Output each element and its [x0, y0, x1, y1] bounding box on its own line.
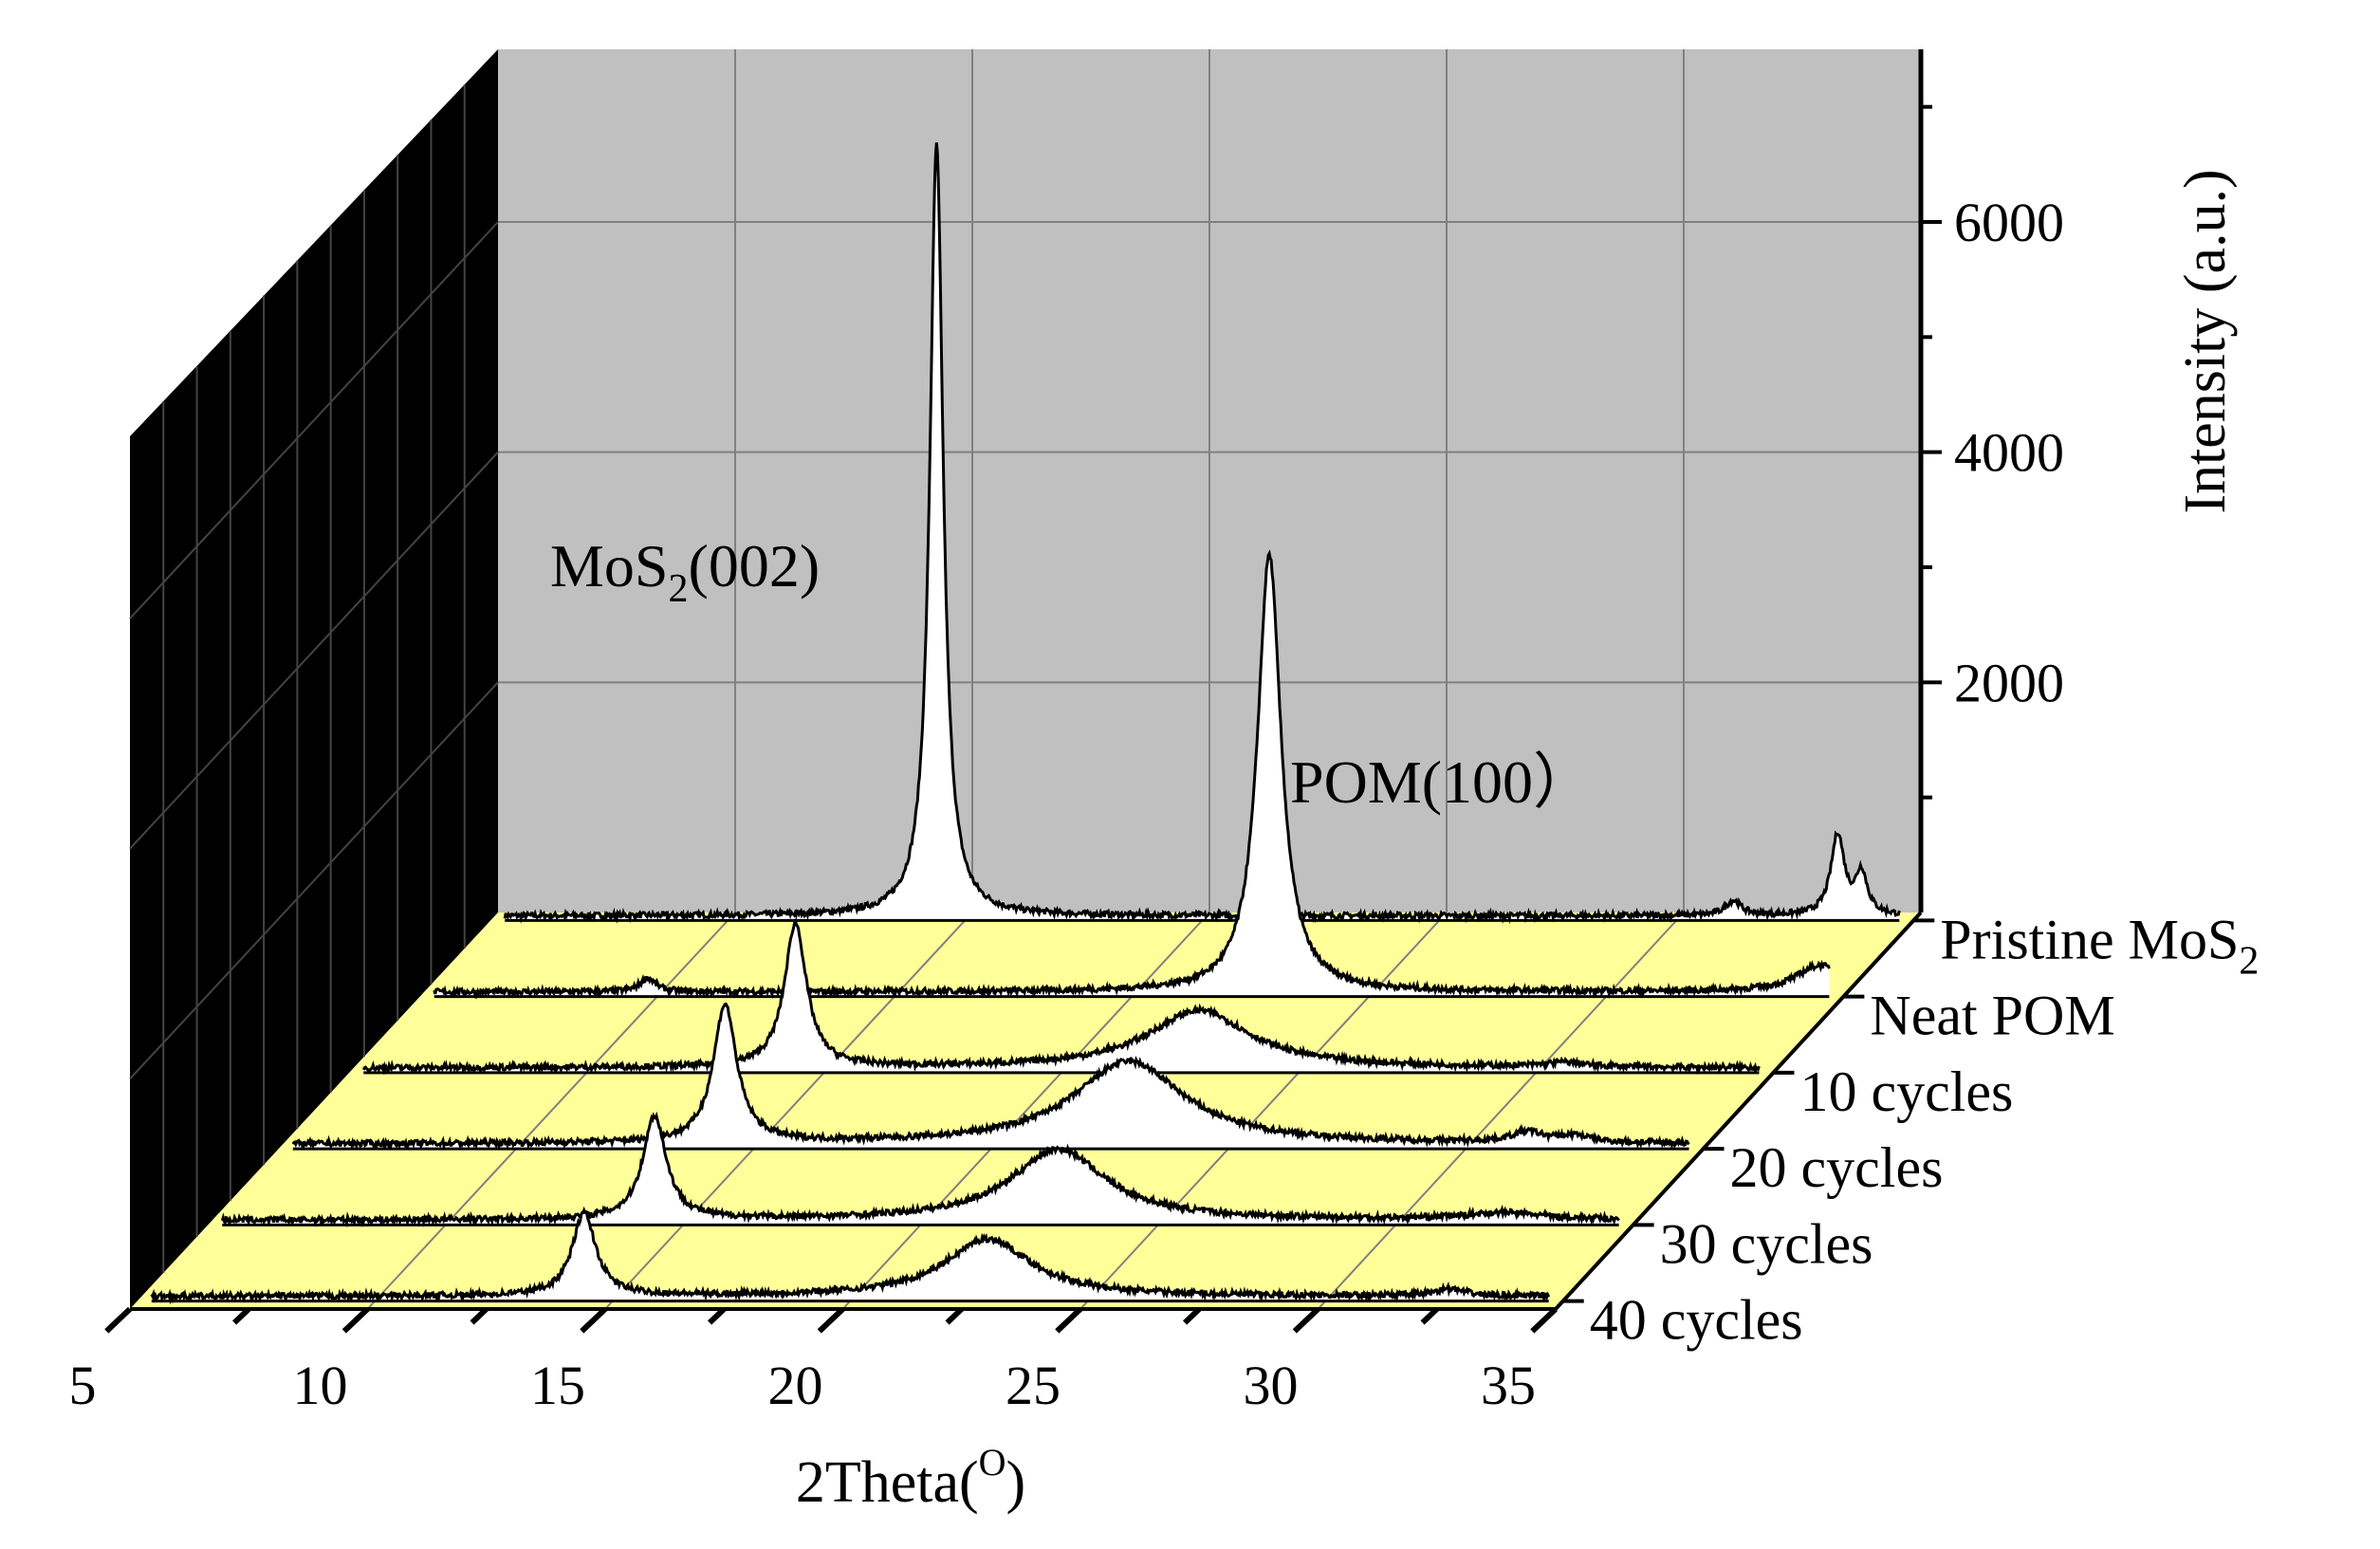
x-tick-major — [1530, 1306, 1559, 1334]
y-tick-label: 6000 — [1954, 192, 2064, 253]
x-tick-label: 25 — [1006, 1355, 1061, 1416]
x-tick-major — [341, 1306, 370, 1334]
series-label: Neat POM — [1870, 985, 2114, 1047]
grid-lines — [129, 49, 1921, 1310]
y-tick-label: 4000 — [1954, 422, 2064, 484]
floor-grid-line — [1317, 912, 1685, 1310]
x-tick-major — [1292, 1306, 1320, 1334]
annotation-mos2-002: MoS2(002) — [550, 532, 820, 611]
series-line-neat-pom — [433, 549, 1831, 1000]
series-line-40-cycles — [150, 1206, 1551, 1305]
depth-axis-line — [1554, 911, 1923, 1311]
floor-grid-line — [1079, 912, 1448, 1310]
annotation-pom-100: POM(100） — [1290, 748, 1594, 816]
y-axis-title: Intensity (a.u.) — [2173, 169, 2238, 513]
x-tick-minor — [231, 1306, 251, 1325]
series-label: 30 cycles — [1660, 1212, 1873, 1275]
side-grid-line — [129, 451, 499, 850]
series-layer — [150, 142, 1901, 1305]
series-label: 10 cycles — [1799, 1060, 2013, 1123]
axes-layer: 5 10 15 20 25 30 35 2000 4000 6000 Pristine MoS2Ne… — [69, 49, 2259, 1416]
x-tick-minor — [945, 1306, 964, 1325]
series-line-20-cycles — [291, 1002, 1690, 1152]
x-tick-major — [104, 1306, 133, 1334]
floor-grid-line — [604, 912, 973, 1310]
side-wall — [130, 49, 498, 1309]
series-line-10-cycles — [361, 917, 1761, 1076]
x-tick-label: 35 — [1481, 1355, 1536, 1416]
x-tick-major — [580, 1306, 608, 1334]
x-tick-label: 10 — [293, 1355, 348, 1416]
floor-grid-line — [366, 912, 736, 1310]
x-axis-title: 2Theta(O) — [796, 1441, 1025, 1515]
x-tick-label: 5 — [69, 1355, 97, 1416]
x-tick-major — [817, 1306, 845, 1334]
x-tick-major — [1055, 1306, 1083, 1334]
side-grid-line — [129, 221, 499, 619]
series-line-30-cycles — [220, 1111, 1620, 1228]
side-grid-line — [129, 681, 499, 1080]
series-line-pristine-mos2 — [503, 142, 1901, 925]
series-label: 20 cycles — [1730, 1136, 1944, 1199]
x-tick-minor — [707, 1306, 727, 1325]
x-tick-label: 20 — [768, 1355, 823, 1416]
y-tick-label: 2000 — [1954, 652, 2064, 713]
x-tick-minor — [1182, 1306, 1202, 1325]
floor-grid-line — [841, 912, 1210, 1310]
x-tick-label: 15 — [530, 1355, 585, 1416]
series-label: 40 cycles — [1590, 1289, 1803, 1352]
series-label: Pristine MoS2 — [1940, 908, 2259, 983]
x-tick-label: 30 — [1244, 1355, 1299, 1416]
x-tick-minor — [1420, 1306, 1439, 1325]
x-tick-minor — [470, 1306, 489, 1325]
